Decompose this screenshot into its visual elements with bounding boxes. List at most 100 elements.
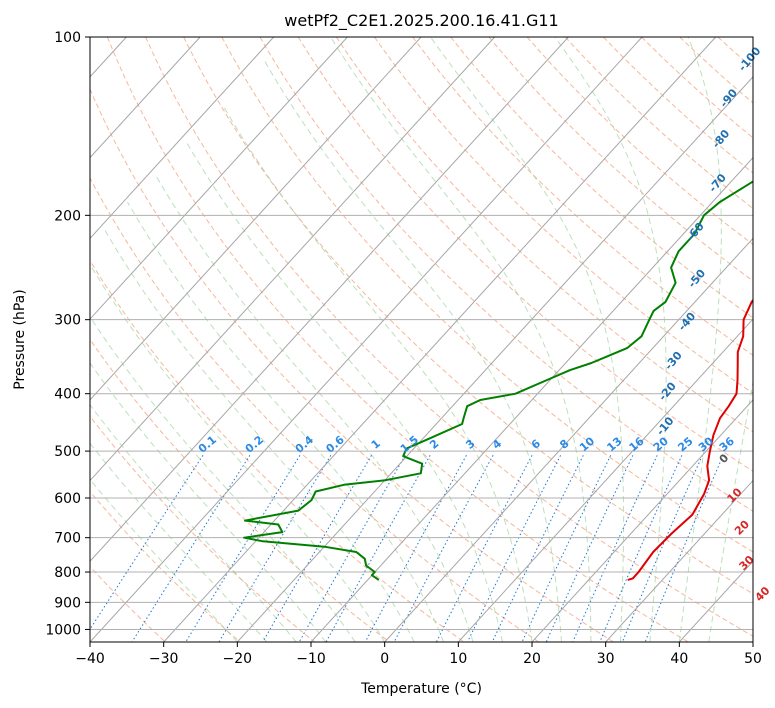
y-tick-label: 300 [54, 313, 81, 329]
mixing-ratio-line [185, 455, 301, 642]
mixing-ratio-label: 0.4 [293, 433, 317, 456]
moist-adiabat-label: 20 [732, 517, 752, 537]
dry-adiabat [488, 37, 753, 282]
isotherm-line [236, 76, 753, 642]
dry-adiabat [679, 37, 753, 104]
y-tick-label: 600 [54, 491, 81, 507]
dry-adiabat [450, 37, 753, 319]
grid-lines [90, 37, 753, 642]
y-axis-title: Pressure (hPa) [12, 289, 28, 389]
y-tick-label: 1000 [45, 622, 81, 638]
dry-adiabat [335, 37, 753, 433]
moist-adiabat [90, 362, 327, 642]
moist-adiabat [264, 61, 562, 642]
mixing-ratio-line [521, 455, 612, 642]
mixing-ratio-line [467, 455, 562, 642]
mixing-ratio-line [364, 455, 467, 642]
moist-adiabat [678, 37, 722, 642]
isotherm-line [752, 641, 753, 642]
x-tick-label: 10 [449, 651, 467, 667]
moist-adiabat [90, 315, 356, 642]
dry-adiabat [564, 37, 753, 210]
moist-adiabat [330, 37, 592, 642]
isotherm-line [90, 37, 201, 159]
dewpoint-line [243, 180, 753, 581]
x-tick-label: −40 [75, 651, 105, 667]
mixing-ratio-label: 4 [490, 437, 504, 452]
x-tick-label: −10 [296, 651, 326, 667]
moist-adiabat [90, 478, 238, 642]
moist-adiabat-label: 10 [725, 485, 745, 505]
mixing-ratio-line [262, 455, 372, 642]
moist-adiabat [90, 263, 386, 642]
profile-lines [243, 180, 753, 581]
y-tick-label: 500 [54, 444, 81, 460]
chart-title: wetPf2_C2E1.2025.200.16.41.G11 [284, 11, 558, 31]
moist-adiabat [103, 227, 415, 642]
axes: −40 −30 −20 −10 0 10 20 30 40 5010020030040050060… [45, 30, 762, 667]
x-tick-label: 40 [670, 651, 688, 667]
moist-adiabat [554, 37, 667, 642]
background-lines [90, 37, 775, 642]
moist-adiabat [127, 201, 445, 642]
dry-adiabat [297, 37, 753, 472]
y-tick-label: 700 [54, 531, 81, 547]
x-tick-label: 50 [744, 651, 762, 667]
plot-frame [89, 36, 754, 643]
isotherm-line [90, 37, 275, 240]
mixing-ratio-line [599, 455, 683, 642]
temperature-line-label: -20 [656, 379, 679, 403]
x-tick-label: −30 [149, 651, 179, 667]
moist-adiabat [90, 403, 297, 642]
dry-adiabat [90, 415, 316, 642]
dry-adiabat [90, 490, 241, 642]
x-tick-label: 20 [523, 651, 541, 667]
temperature-line [627, 298, 753, 581]
dry-adiabat [183, 37, 753, 595]
mixing-ratio-line [131, 455, 251, 642]
moist-adiabat-label: 30 [737, 553, 757, 573]
isotherm-line [163, 37, 717, 642]
mixing-ratio-label: 1 [369, 437, 383, 452]
isotherm-line [90, 37, 422, 401]
dry-adiabat [756, 37, 775, 642]
mixing-ratio-label: 6 [529, 437, 543, 452]
y-tick-label: 400 [54, 387, 81, 403]
mixing-ratio-line [393, 455, 494, 642]
mixing-ratio-line [325, 455, 431, 642]
mixing-ratio-line [572, 455, 658, 642]
dry-adiabat [717, 37, 753, 70]
x-tick-label: −20 [223, 651, 253, 667]
isotherm-line [90, 37, 643, 642]
isotherm-line [90, 37, 569, 562]
dry-adiabat [603, 37, 753, 174]
moist-adiabat [430, 37, 625, 642]
mixing-ratio-label: 3 [463, 437, 477, 452]
mixing-ratio-line [298, 455, 406, 642]
moist-adiabat [154, 173, 474, 642]
dry-adiabat [526, 37, 753, 246]
mixing-ratio-line [90, 455, 204, 631]
isotherm-line [90, 37, 348, 320]
temperature-line-label: -50 [685, 267, 708, 291]
isotherm-line [605, 479, 753, 642]
mixing-ratio-label: 2 [427, 437, 441, 452]
y-tick-label: 200 [54, 208, 81, 224]
x-axis-title: Temperature (°C) [360, 681, 482, 697]
temperature-line-label: -70 [706, 171, 729, 195]
isotherm-line [384, 237, 753, 642]
isotherm-line [457, 318, 753, 642]
isotherm-line [678, 560, 753, 642]
moist-adiabat [221, 104, 533, 642]
dry-adiabat [106, 37, 689, 642]
moist-adiabat [708, 379, 753, 642]
mixing-ratio-label: 1.5 [398, 433, 421, 455]
dry-adiabat [641, 37, 753, 139]
dry-adiabat [374, 37, 753, 394]
isotherm-line [531, 399, 753, 642]
moist-adiabat-label: 40 [753, 584, 773, 604]
temperature-line-label: -80 [710, 127, 733, 151]
y-tick-label: 800 [54, 565, 81, 581]
dry-adiabat [145, 37, 753, 637]
